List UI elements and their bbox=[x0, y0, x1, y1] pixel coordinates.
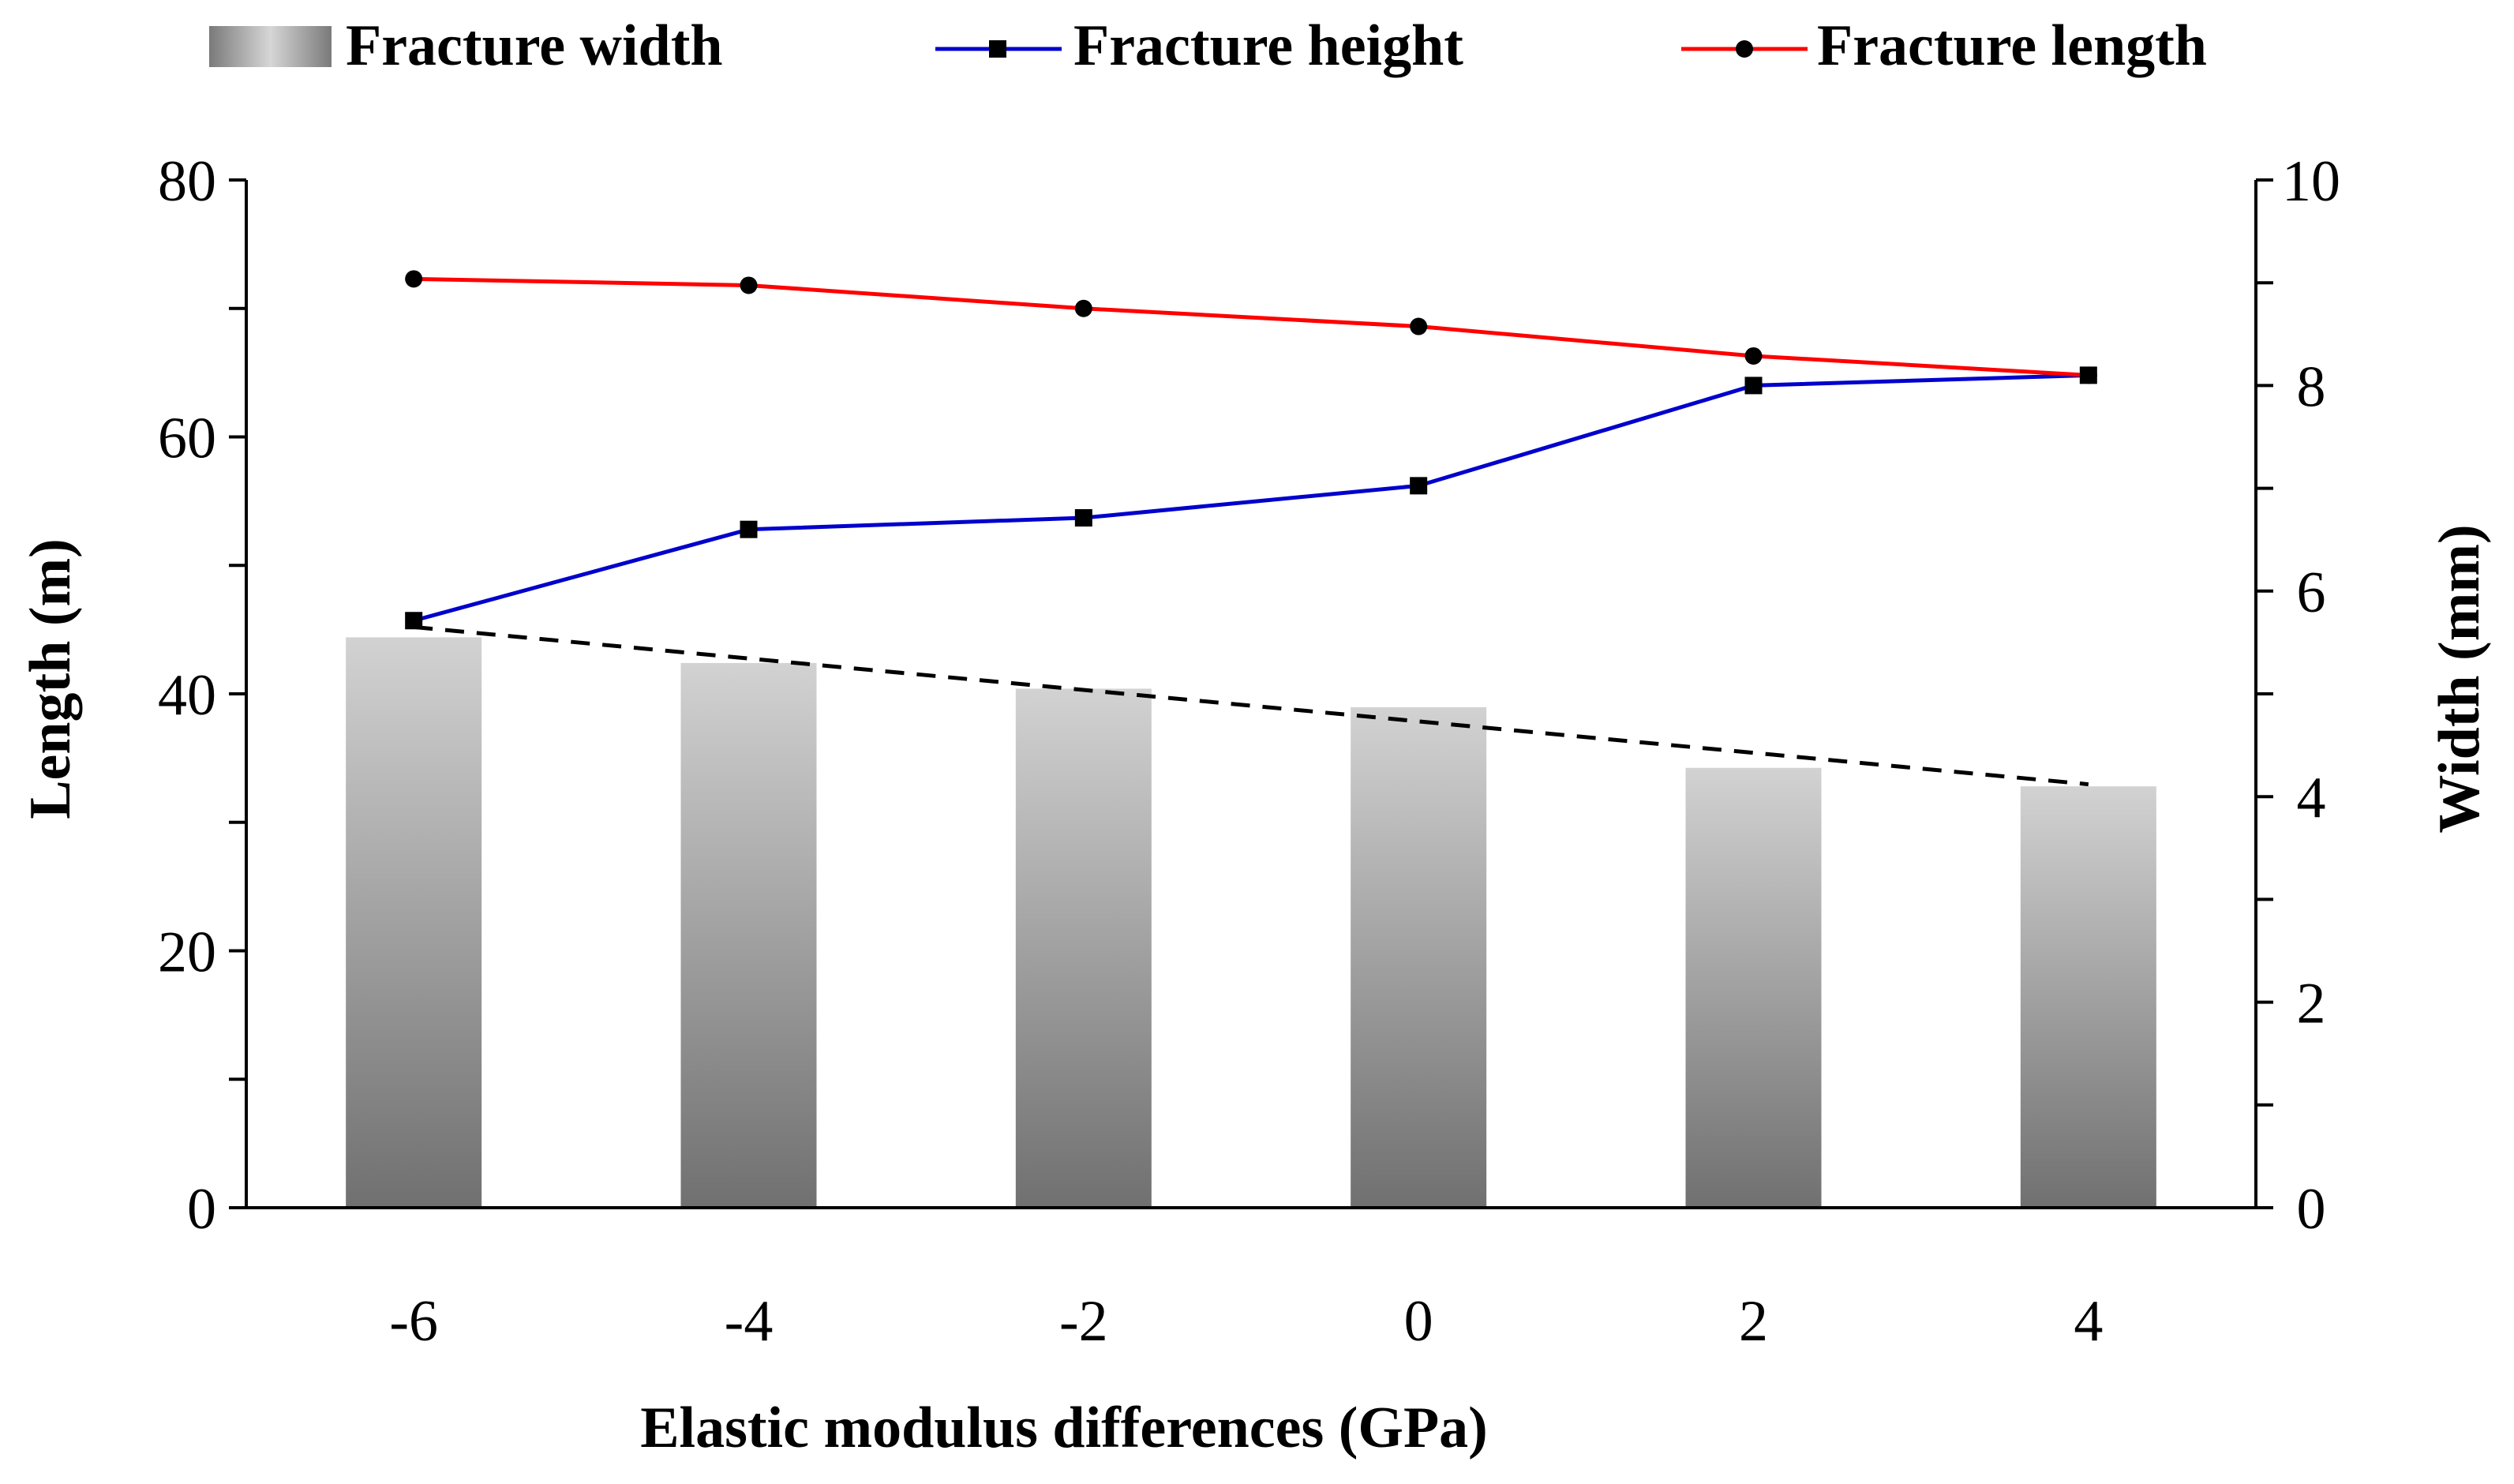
point-fracture-height-4 bbox=[1744, 377, 1763, 395]
trendline-group bbox=[413, 624, 2089, 787]
legend-label-fracture-width: Fracture width bbox=[346, 13, 723, 78]
bar-fracture-width-5 bbox=[2020, 786, 2156, 1208]
point-fracture-length-5 bbox=[2079, 366, 2097, 384]
y-right-tick-label-2: 2 bbox=[2297, 972, 2326, 1036]
y-left-tick-label-60: 60 bbox=[158, 407, 216, 471]
point-fracture-height-0 bbox=[405, 612, 423, 630]
y-right-tick-label-0: 0 bbox=[2297, 1177, 2326, 1242]
y-axis-left-title: Length (m) bbox=[18, 538, 83, 819]
bars-fracture-width bbox=[346, 637, 2156, 1208]
legend-swatch-fracture-width bbox=[209, 26, 332, 67]
x-tick-label-0: -6 bbox=[389, 1289, 438, 1354]
point-fracture-length-0 bbox=[405, 270, 423, 288]
point-fracture-length-4 bbox=[1744, 347, 1763, 365]
y-right-tick-label-8: 8 bbox=[2297, 354, 2326, 419]
x-tick-label-2: -2 bbox=[1059, 1289, 1108, 1354]
legend-label-fracture-height: Fracture height bbox=[1073, 13, 1463, 78]
bar-fracture-width-3 bbox=[1351, 706, 1487, 1208]
bar-fracture-width-1 bbox=[680, 662, 817, 1208]
legend: Fracture width Fracture height Fracture … bbox=[209, 13, 2207, 78]
legend-marker-fracture-height bbox=[989, 40, 1006, 58]
point-fracture-length-1 bbox=[740, 276, 758, 294]
x-axis-title: Elastic modulus differences (GPa) bbox=[640, 1396, 1488, 1460]
bar-fracture-width-4 bbox=[1685, 767, 1822, 1208]
x-tick-label-3: 0 bbox=[1404, 1289, 1433, 1354]
legend-label-fracture-length: Fracture length bbox=[1817, 13, 2207, 78]
bar-fracture-width-2 bbox=[1015, 688, 1152, 1208]
point-fracture-height-2 bbox=[1074, 509, 1092, 527]
trendline-fracture-width bbox=[413, 624, 2089, 787]
y-right-tick-label-4: 4 bbox=[2297, 766, 2326, 830]
point-fracture-length-3 bbox=[1410, 317, 1428, 335]
y-left-tick-label-0: 0 bbox=[187, 1177, 216, 1242]
y-left-tick-label-20: 20 bbox=[158, 920, 216, 985]
y-left-tick-label-40: 40 bbox=[158, 663, 216, 728]
y-right-tick-label-10: 10 bbox=[2282, 149, 2340, 214]
axes-group: 0 20 40 60 80 0 2 4 6 8 10 -6 -4 -2 0 2 4 bbox=[158, 149, 2340, 1354]
legend-marker-fracture-length bbox=[1736, 40, 1753, 58]
bar-fracture-width-0 bbox=[346, 637, 482, 1208]
x-tick-label-4: 2 bbox=[1739, 1289, 1768, 1354]
lines-group bbox=[405, 270, 2097, 630]
x-tick-label-1: -4 bbox=[725, 1289, 774, 1354]
line-fracture-length bbox=[414, 276, 2089, 377]
point-fracture-length-2 bbox=[1074, 299, 1092, 317]
y-left-tick-label-80: 80 bbox=[158, 149, 216, 214]
point-fracture-height-3 bbox=[1410, 477, 1428, 495]
y-axis-right-title: Width (mm) bbox=[2427, 524, 2492, 833]
line-fracture-height bbox=[413, 373, 2089, 623]
y-right-tick-label-6: 6 bbox=[2297, 560, 2326, 625]
x-tick-label-5: 4 bbox=[2074, 1289, 2103, 1354]
point-fracture-height-1 bbox=[740, 520, 758, 538]
